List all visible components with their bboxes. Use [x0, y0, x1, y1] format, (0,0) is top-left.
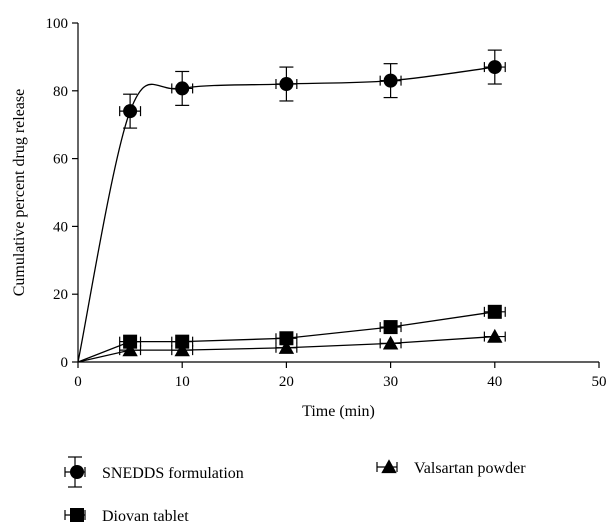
series-snedds-formulation	[77, 49, 506, 363]
data-point-square	[487, 304, 502, 319]
series-diovan-tablet	[77, 304, 506, 363]
data-point-triangle	[487, 328, 503, 343]
data-point-triangle	[174, 342, 190, 357]
series-layer	[77, 49, 506, 363]
data-point-circle	[487, 60, 502, 75]
x-tick-label: 20	[279, 374, 294, 390]
y-tick-label: 60	[53, 152, 68, 168]
legend-item: Diovan tablet	[64, 508, 189, 525]
x-tick-label: 30	[383, 374, 398, 390]
data-point-square	[383, 320, 398, 335]
data-point-circle	[175, 81, 190, 96]
series-line	[77, 335, 495, 363]
legend: SNEDDS formulation Diovan tablet Valsartan…	[64, 456, 526, 525]
data-point-triangle	[278, 340, 295, 354]
y-tick-label: 0	[61, 355, 69, 371]
data-point-square	[123, 334, 138, 349]
legend-item: SNEDDS formulation	[64, 456, 244, 488]
data-point-square	[175, 334, 190, 349]
data-point-triangle	[122, 342, 138, 357]
legend-marker-square	[70, 508, 84, 522]
y-tick-label: 20	[53, 287, 68, 303]
legend-label: Valsartan powder	[414, 460, 526, 477]
data-point-circle	[279, 77, 294, 92]
x-tick-label: 50	[592, 374, 607, 390]
series-valsartan-powder	[77, 328, 506, 363]
data-point-circle	[383, 73, 398, 88]
y-tick-label: 80	[53, 84, 68, 100]
legend-marker-triangle	[381, 459, 397, 474]
axes: 0 10 20 30 40 50 0 20 40 60 80 100	[46, 16, 607, 390]
legend-item: Valsartan powder	[376, 459, 526, 477]
series-line	[77, 311, 495, 363]
legend-label: Diovan tablet	[102, 508, 189, 525]
data-point-triangle	[382, 335, 399, 350]
x-axis-title: Time (min)	[302, 403, 375, 420]
x-tick-label: 0	[74, 374, 82, 390]
y-tick-label: 40	[53, 219, 68, 235]
data-point-circle	[123, 104, 138, 119]
legend-marker-circle	[70, 465, 84, 479]
y-tick-label: 100	[46, 16, 69, 32]
x-tick-label: 40	[487, 374, 502, 390]
x-tick-label: 10	[175, 374, 190, 390]
data-point-square	[279, 331, 294, 346]
legend-label: SNEDDS formulation	[102, 465, 244, 482]
y-axis-title: Cumulative percent drug release	[11, 89, 28, 296]
